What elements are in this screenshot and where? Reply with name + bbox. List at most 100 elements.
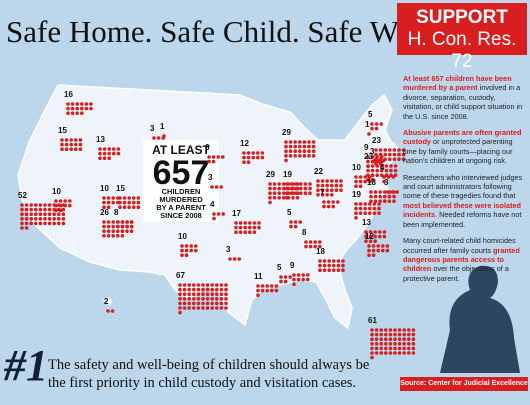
dot: [38, 221, 43, 226]
dot: [238, 221, 243, 225]
dot: [358, 179, 363, 184]
dot: [84, 102, 89, 106]
dot: [407, 332, 411, 337]
dot: [74, 138, 78, 142]
dot: [242, 155, 246, 160]
dot: [256, 293, 260, 298]
dot: [388, 157, 392, 161]
dot: [322, 268, 327, 273]
sidebar-text: most believed these were isolated incide…: [403, 200, 522, 220]
state-dots: [152, 136, 165, 140]
dot: [384, 168, 389, 173]
dot: [364, 230, 368, 234]
dot: [234, 225, 238, 230]
dot: [401, 148, 406, 152]
dot: [288, 149, 293, 153]
dot: [196, 287, 201, 292]
dot: [132, 196, 136, 200]
dot: [374, 351, 379, 355]
dot: [393, 351, 397, 355]
dot: [24, 221, 29, 226]
dot: [60, 147, 64, 151]
dot: [339, 188, 343, 192]
dot: [392, 152, 397, 157]
dot: [411, 342, 416, 346]
dot: [201, 292, 205, 297]
dot: [283, 275, 288, 279]
dot: [52, 212, 56, 216]
dot: [283, 279, 288, 284]
number-one: #1: [4, 341, 48, 390]
dot: [52, 217, 56, 221]
dot: [102, 205, 106, 209]
dot: [318, 244, 322, 249]
dot: [52, 221, 56, 226]
dot: [116, 234, 120, 238]
state-count: 12: [365, 232, 374, 241]
dot: [378, 199, 383, 203]
state-count: 13: [362, 218, 371, 227]
state-dots: [242, 151, 265, 164]
dot: [316, 183, 320, 188]
dot: [75, 102, 79, 106]
dot: [251, 155, 255, 160]
dot: [370, 122, 374, 126]
dot: [298, 149, 302, 153]
state-dots: [367, 244, 390, 257]
callout-box: [143, 140, 219, 222]
dot: [282, 182, 286, 186]
dot: [118, 196, 122, 200]
dot: [358, 175, 363, 179]
dot: [260, 288, 265, 293]
dot: [354, 179, 358, 184]
dot: [292, 277, 296, 282]
dot: [368, 230, 373, 234]
dot: [106, 200, 111, 205]
dot: [277, 191, 282, 195]
dot: [370, 159, 375, 164]
dot: [294, 182, 299, 186]
dot: [369, 199, 373, 203]
dot: [111, 229, 115, 233]
state-count: 3: [226, 245, 231, 254]
dot: [380, 155, 384, 159]
dot: [339, 183, 343, 188]
dot: [98, 151, 102, 156]
state-dots: [60, 138, 83, 151]
dot: [180, 253, 184, 257]
dot: [122, 196, 127, 200]
dot: [282, 191, 286, 195]
dot: [110, 309, 115, 313]
dot: [129, 229, 134, 233]
dot: [373, 199, 378, 203]
dot: [366, 155, 370, 159]
dot: [57, 217, 61, 221]
dot: [47, 217, 52, 221]
dot: [366, 159, 370, 164]
dot: [192, 306, 196, 310]
state-dots: [66, 102, 93, 115]
dot: [260, 155, 265, 160]
dot: [279, 279, 283, 284]
dot: [111, 220, 115, 224]
dot: [257, 221, 261, 225]
dot: [390, 190, 395, 194]
dot: [268, 200, 272, 205]
dot: [336, 200, 340, 204]
dot: [313, 244, 318, 249]
dot: [373, 230, 378, 234]
dot: [371, 244, 376, 248]
state-count: 6: [205, 143, 210, 152]
dot: [224, 297, 228, 301]
dot: [289, 224, 293, 229]
dot: [327, 259, 332, 263]
dot: [293, 154, 298, 158]
dot: [212, 216, 216, 221]
dot: [295, 196, 300, 200]
state-dots: [279, 275, 293, 284]
dot: [243, 230, 247, 234]
dot: [368, 175, 372, 179]
dot: [370, 164, 375, 168]
dot: [58, 208, 63, 212]
dot: [106, 234, 111, 238]
